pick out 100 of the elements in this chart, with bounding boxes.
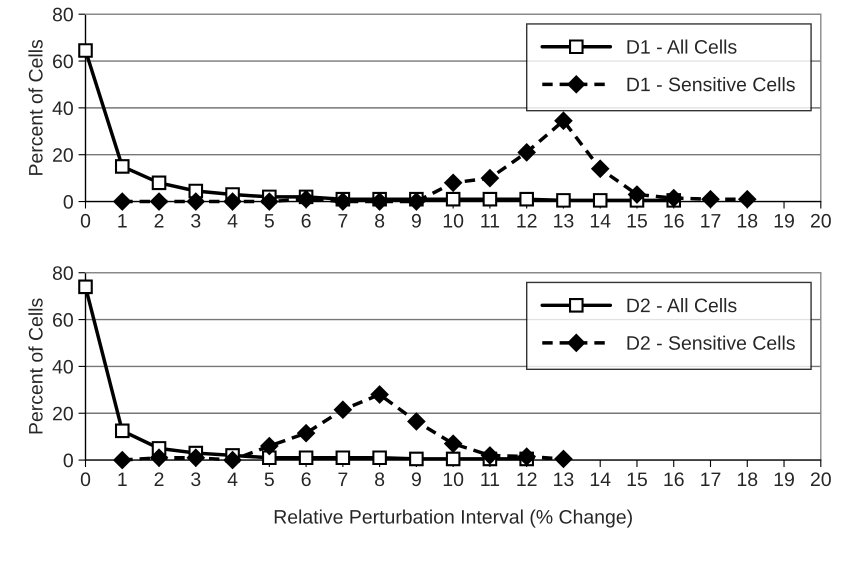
point [518,448,536,466]
legend-label: D2 - All Cells [627,298,736,312]
point [556,193,571,208]
point [446,192,460,206]
x-tick-label: 10 [444,472,464,486]
x-tick-label: 18 [738,214,758,228]
point [554,112,572,130]
x-tick-label: 16 [664,214,684,228]
point [224,192,242,210]
point [409,452,424,466]
x-tick-label: 15 [628,472,647,486]
point [336,450,350,466]
x-tick-label: 9 [412,214,421,228]
x-tick-label: 2 [154,214,164,228]
point [518,143,536,162]
x-tick-label: 9 [412,472,421,486]
point [407,412,426,430]
point [444,174,462,192]
point [370,192,389,210]
x-tick-label: 10 [444,214,464,228]
x-tick-label: 2 [154,472,164,486]
point [78,279,93,294]
point [114,159,130,174]
point [446,452,460,466]
y-tick-label: 0 [64,454,73,468]
y-tick-label: 80 [52,8,73,22]
point [334,192,352,210]
x-tick-label: 7 [338,472,348,486]
point [224,451,242,469]
x-tick-label: 12 [517,472,537,486]
point [444,434,462,453]
y-axis-title: Percent of Cells [28,40,43,175]
x-tick-label: 19 [774,214,794,228]
x-tick-label: 3 [191,472,200,486]
y-tick-label: 40 [52,101,73,116]
point [150,192,168,210]
point [334,400,352,419]
x-tick-label: 1 [118,214,127,228]
x-tick-label: 14 [590,214,610,228]
point [150,448,168,467]
point [481,446,499,464]
x-tick-label: 11 [481,214,500,228]
x-tick-label: 4 [228,472,238,486]
point [298,450,314,466]
point [481,169,499,188]
point [519,192,534,206]
x-tick-label: 13 [554,214,574,228]
x-tick-label: 11 [481,472,500,486]
x-tick-label: 16 [664,472,684,486]
point [592,193,608,208]
point [591,160,610,178]
x-tick-label: 17 [701,472,720,486]
x-tick-label: 8 [375,472,384,486]
x-tick-label: 15 [628,214,647,228]
point [628,186,646,204]
y-tick-label: 20 [53,406,73,420]
x-tick-label: 18 [738,472,758,486]
point [186,448,205,467]
x-tick-label: 5 [264,214,274,228]
y-tick-label: 80 [52,266,73,280]
x-tick-label: 5 [264,472,274,486]
point [664,189,683,207]
x-tick-label: 17 [701,214,720,228]
point [372,450,387,466]
point [370,386,389,404]
y-tick-label: 40 [52,360,73,374]
point [260,437,278,455]
point [260,192,278,210]
legend-label: D1 - All Cells [627,39,736,54]
point [114,424,130,438]
point [407,192,426,210]
legend-label: D1 - Sensitive Cells [627,77,795,92]
point [113,451,132,469]
point [152,176,166,190]
y-tick-label: 20 [53,148,73,162]
x-axis-title: Relative Perturbation Interval (% Change) [274,509,632,528]
point [554,450,572,468]
x-tick-label: 7 [338,214,348,228]
x-tick-label: 12 [517,214,537,228]
x-tick-label: 0 [80,214,90,228]
x-tick-label: 1 [118,472,127,486]
x-tick-label: 8 [375,214,384,228]
x-tick-label: 20 [810,472,831,486]
x-tick-label: 0 [80,472,90,486]
x-tick-label: 19 [774,472,794,486]
y-tick-label: 60 [53,54,73,68]
point [78,43,93,58]
x-tick-label: 6 [302,214,311,228]
point [738,190,756,208]
x-tick-label: 3 [191,214,200,228]
x-tick-label: 14 [590,472,610,486]
y-axis-title: Percent of Cells [28,298,43,434]
point [482,192,498,206]
point [186,192,205,210]
legend-label: D2 - Sensitive Cells [627,336,795,350]
point [113,192,132,210]
y-tick-label: 0 [64,195,73,209]
y-tick-label: 60 [53,313,73,327]
point [297,424,315,442]
x-tick-label: 6 [302,472,311,486]
